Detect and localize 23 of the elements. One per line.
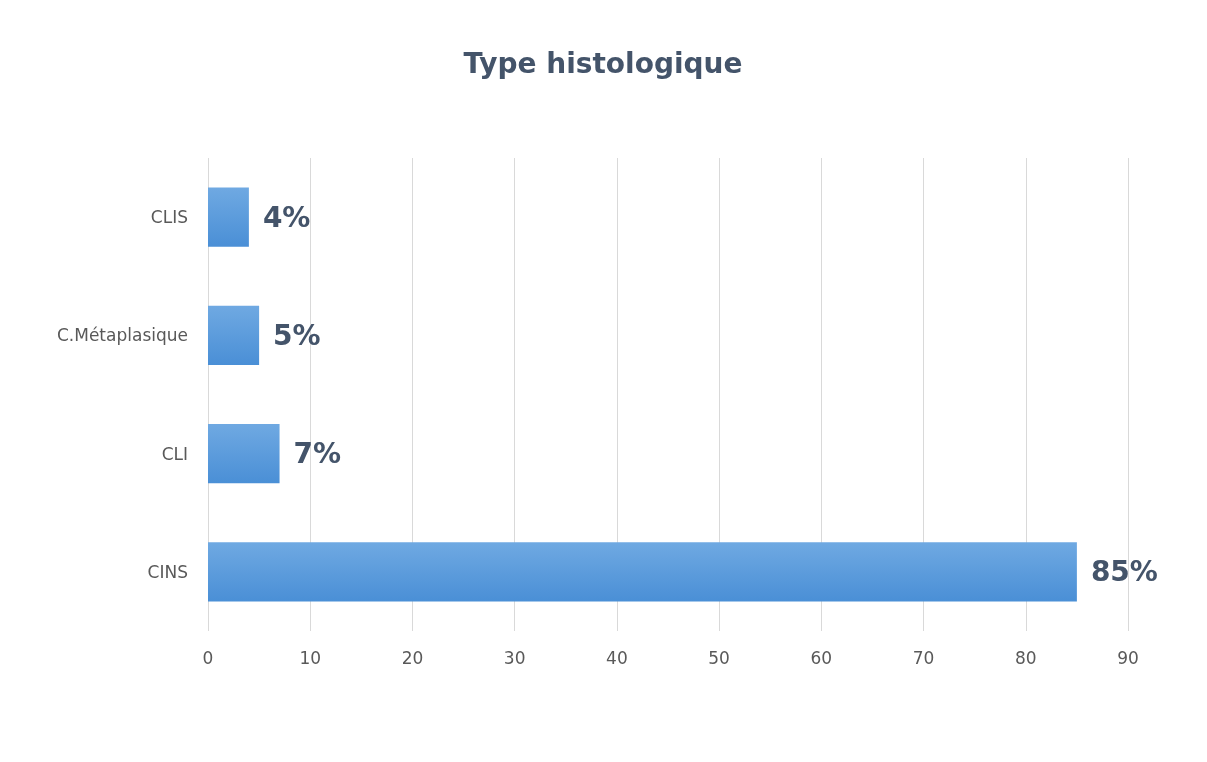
bar [208, 305, 260, 365]
x-tick-label: 60 [810, 647, 833, 668]
data-label: 7% [293, 437, 342, 471]
bar [208, 187, 249, 247]
x-tick-label: 80 [1014, 647, 1037, 668]
data-label: 5% [273, 318, 321, 352]
y-tick-label: CINS [147, 561, 188, 582]
data-label: 4% [262, 200, 311, 234]
x-tick-label: 70 [912, 647, 935, 668]
y-tick-label: CLIS [150, 207, 188, 228]
x-tick-label: 10 [299, 647, 322, 668]
chart-title: Type histologique [463, 46, 743, 80]
y-tick-label: C.Métaplasique [56, 325, 188, 346]
bar [208, 424, 280, 484]
x-tick-label: 90 [1117, 647, 1139, 668]
x-tick-label: 20 [401, 647, 424, 668]
x-tick-label: 30 [503, 647, 526, 668]
x-tick-label: 40 [606, 647, 628, 668]
x-tick-label: 50 [708, 647, 730, 668]
data-label: 85% [1090, 555, 1158, 589]
x-tick-label: 0 [202, 647, 214, 668]
y-tick-label: CLI [161, 443, 188, 464]
bar [208, 542, 1077, 602]
